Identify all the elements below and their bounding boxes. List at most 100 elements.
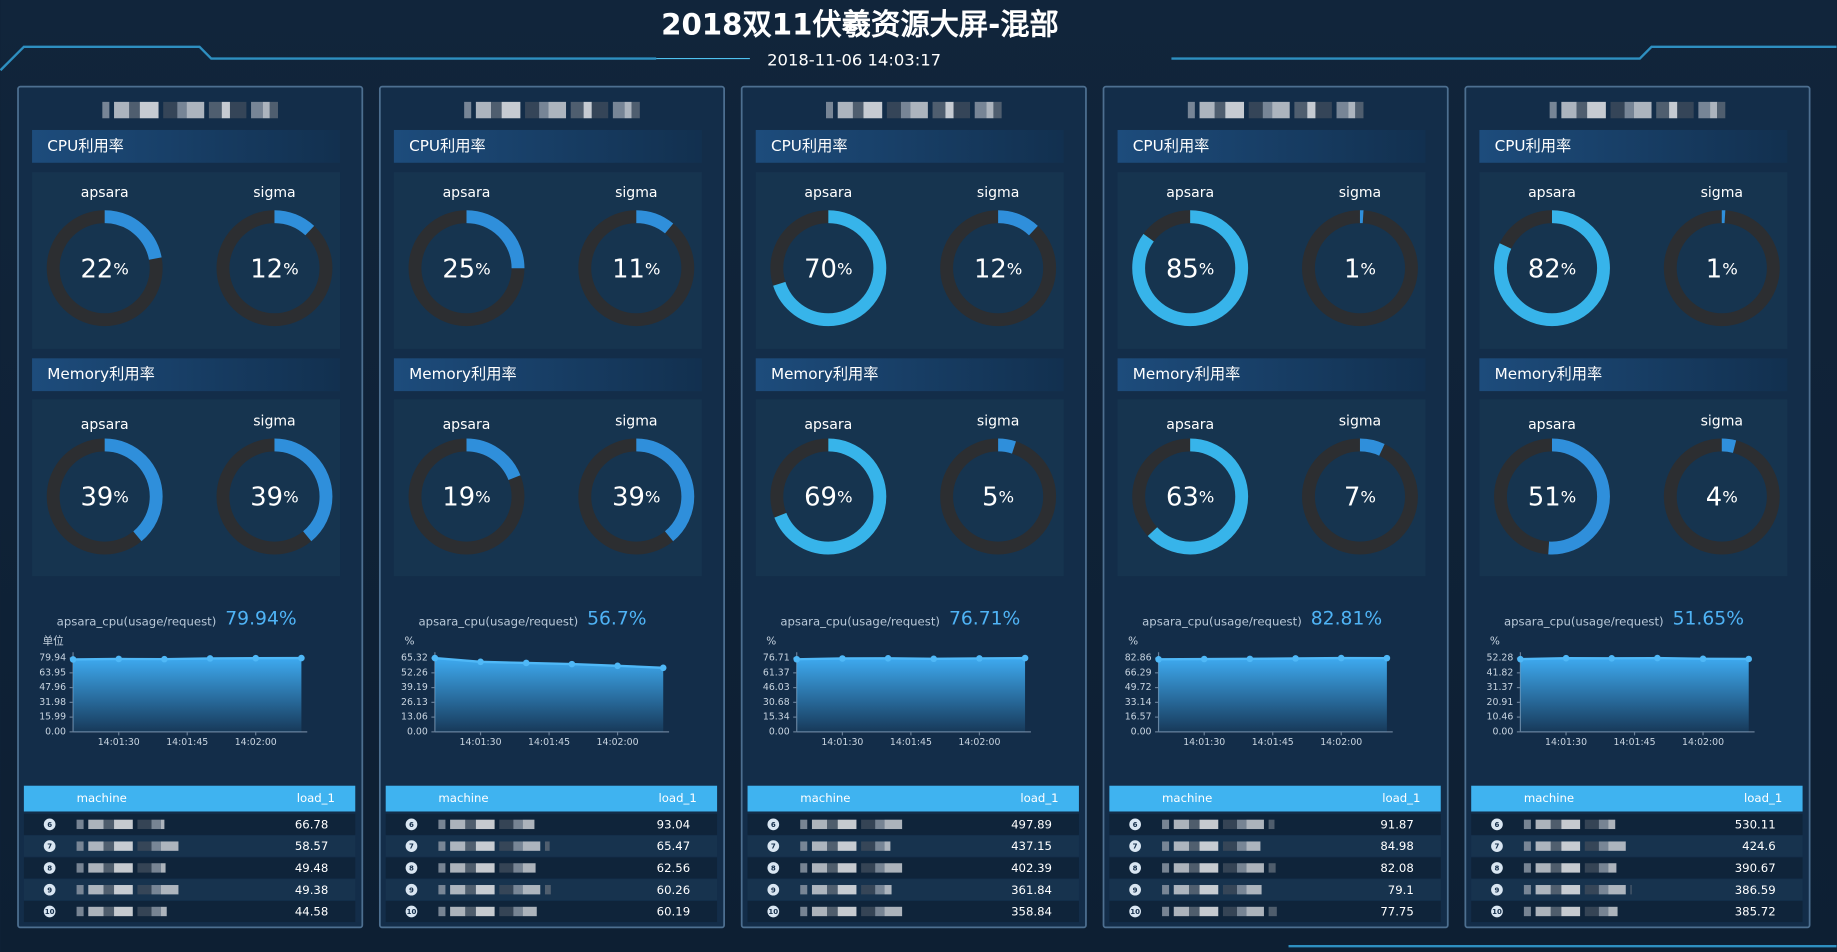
obscured-text (884, 819, 903, 830)
obscured-text (1677, 101, 1694, 119)
table-heading: load_1 (1020, 791, 1058, 805)
rank-badge (1491, 840, 1503, 852)
obscured-text (1268, 819, 1275, 830)
obscured-text (800, 841, 808, 851)
gauge-arc (46, 438, 163, 555)
obscured-text (186, 101, 205, 119)
y-tick-label: 13.06 (401, 712, 428, 723)
gauge-number: 19 (442, 482, 475, 512)
gauge-label: apsara (81, 417, 129, 433)
section-title: Memory利用率 (409, 365, 517, 383)
obscured-text (811, 906, 828, 917)
x-tick-label: 14:01:45 (890, 737, 932, 748)
obscured-text (1225, 101, 1245, 119)
obscured-text (88, 885, 104, 895)
trend-unit: % (1364, 608, 1382, 629)
trend-point (930, 655, 938, 663)
trend-unit: % (1003, 608, 1021, 629)
gauge-value: 51% (1528, 482, 1576, 512)
obscured-text (827, 863, 838, 873)
obscured-text (548, 101, 567, 119)
rank-badge (1129, 862, 1141, 874)
trend-point (1155, 656, 1162, 663)
obscured-text (1523, 885, 1531, 895)
trend-label: apsara_cpu(usage/request) (1504, 614, 1664, 628)
obscured-text (539, 101, 549, 119)
trend-point (1246, 655, 1254, 663)
gauge-value: 85% (1166, 254, 1214, 284)
rank-badge (43, 905, 56, 918)
obscured-text (800, 819, 808, 830)
obscured-text (1348, 101, 1356, 119)
y-tick-label: 20.91 (1487, 697, 1514, 708)
obscured-text (114, 841, 133, 851)
x-tick-label: 14:01:30 (98, 737, 140, 748)
obscured-text (475, 863, 495, 873)
rank-badge (1491, 883, 1503, 896)
obscured-text (1268, 906, 1277, 917)
rank-badge (43, 862, 56, 874)
obscured-text (438, 841, 446, 851)
table-heading: load_1 (1744, 791, 1782, 805)
obscured-text (884, 885, 892, 895)
obscured-text (1246, 885, 1262, 895)
trend-point (839, 655, 846, 662)
gauge-label: sigma (977, 414, 1019, 430)
gauge-unit: % (1722, 259, 1738, 278)
obscured-text (1550, 906, 1562, 917)
obscured-text (1188, 906, 1200, 917)
obscured-text (1162, 906, 1170, 917)
gauge-value: 25% (442, 254, 490, 284)
trend-current: 79.94% (225, 608, 296, 629)
gauge-number: 70 (804, 254, 837, 284)
gauge-label: sigma (1339, 414, 1381, 430)
obscured-text (1608, 885, 1626, 895)
trend-point (614, 662, 621, 670)
obscured-text (1523, 906, 1531, 917)
section-title: Memory利用率 (1133, 365, 1241, 383)
obscured-text (465, 906, 476, 917)
obscured-text (137, 841, 152, 851)
obscured-text (1173, 885, 1189, 895)
trend-point (568, 660, 576, 668)
load-value: 390.67 (1735, 861, 1776, 875)
gauge-arc (1494, 438, 1610, 555)
table-row (1109, 813, 1441, 835)
obscured-text (875, 841, 885, 851)
section-header (32, 129, 341, 163)
gauge-label: sigma (615, 185, 657, 201)
obscured-text (875, 819, 885, 830)
obscured-text (1598, 863, 1609, 873)
obscured-text (1187, 101, 1195, 119)
gauge-number: 1 (1706, 254, 1722, 284)
x-tick-label: 14:01:45 (528, 737, 570, 748)
obscured-text (137, 819, 152, 830)
gauge-number: 11 (612, 254, 645, 284)
obscured-text (103, 885, 115, 895)
obscured-text (450, 841, 466, 851)
table-row (1471, 813, 1803, 835)
obscured-text (1246, 906, 1264, 917)
obscured-text (76, 906, 84, 917)
y-tick-label: 63.95 (39, 667, 66, 678)
rank-badge (43, 840, 56, 852)
y-tick-label: 0.00 (407, 726, 428, 737)
section-header (393, 129, 702, 163)
y-tick-label: 47.96 (39, 682, 66, 693)
obscured-text (1535, 906, 1551, 917)
trend-point (1021, 654, 1029, 662)
obscured-text (900, 101, 911, 119)
obscured-text (1561, 906, 1581, 917)
trend-label: apsara_cpu(usage/request) (57, 614, 217, 628)
obscured-text (1173, 906, 1189, 917)
obscured-text (1561, 819, 1581, 830)
gauge-number: 12 (250, 254, 283, 284)
page-title: 2018双11伏羲资源大屏-混部 (661, 7, 1059, 41)
gauge-arc (1132, 210, 1249, 327)
obscured-text (861, 819, 876, 830)
rank-badge (43, 818, 56, 831)
gauge-value: 22% (81, 254, 129, 284)
gauge-unit: % (1561, 487, 1577, 506)
timestamp: 2018-11-06 14:03:17 (767, 50, 941, 69)
rank-badge (43, 883, 56, 896)
